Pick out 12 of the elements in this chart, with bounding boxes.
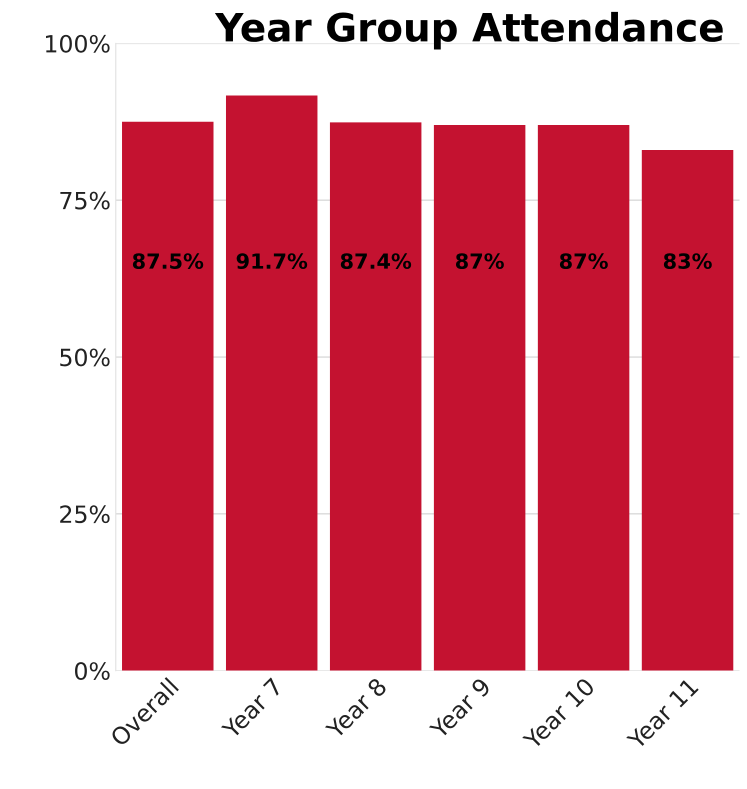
y-tick-label: 0% — [75, 662, 110, 680]
y-tick-label: 75% — [60, 192, 110, 210]
data-label: 87% — [560, 253, 608, 269]
y-tick-label: 50% — [60, 348, 110, 366]
data-label: 87.5% — [132, 253, 204, 269]
y-tick-label: 100% — [46, 34, 110, 53]
data-label: 87.4% — [340, 253, 412, 269]
y-tick-label: 25% — [60, 505, 110, 524]
data-label: 91.7% — [236, 253, 308, 269]
data-label: 83% — [664, 253, 712, 269]
chart-title: Year Group Attendance — [214, 12, 723, 50]
data-label: 87% — [456, 253, 504, 269]
